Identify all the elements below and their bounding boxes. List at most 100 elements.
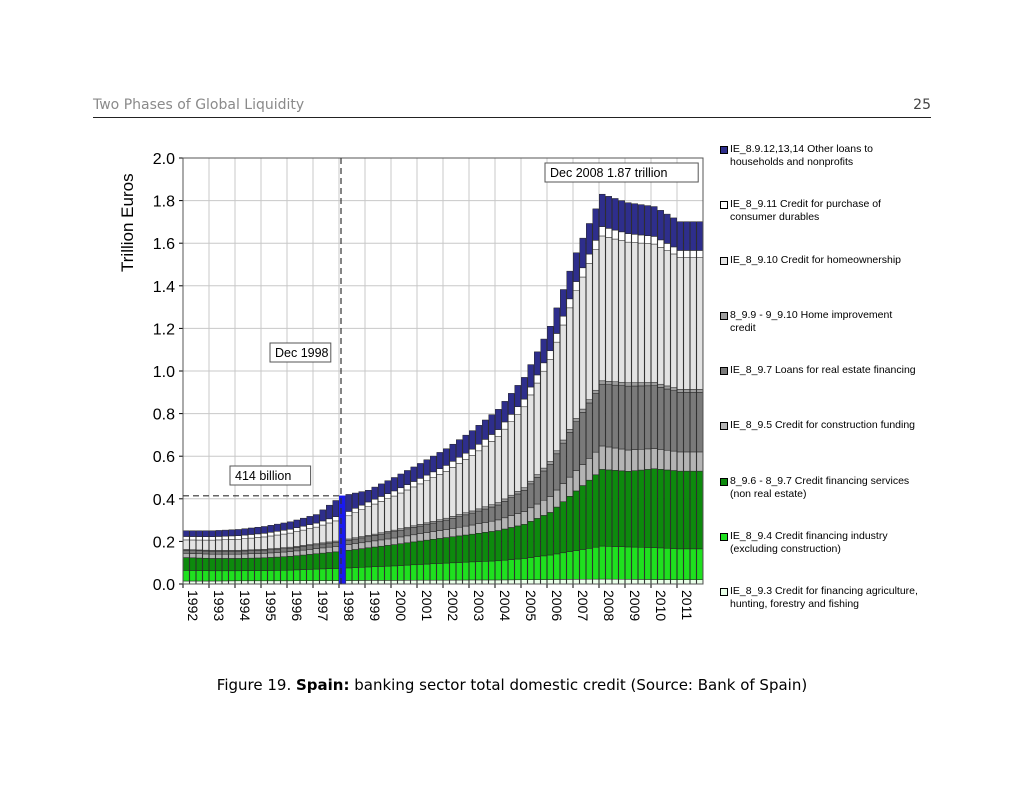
bar-segment bbox=[456, 516, 463, 528]
bar-segment bbox=[573, 490, 580, 551]
legend-label: IE_8_9.5 Credit for construction funding bbox=[730, 419, 916, 432]
bar-segment bbox=[436, 538, 443, 564]
bar-segment bbox=[248, 553, 255, 559]
bar-segment bbox=[417, 478, 424, 485]
bar-segment bbox=[560, 315, 567, 326]
bar-segment bbox=[605, 546, 612, 580]
bar-segment bbox=[501, 498, 508, 502]
bar-segment bbox=[573, 252, 580, 282]
legend-label: 8_9.6 - 8_9.7 Credit financing services … bbox=[730, 474, 910, 500]
chart-grid bbox=[182, 157, 703, 585]
bar-segment bbox=[254, 526, 261, 535]
legend-label: IE_8.9.12,13,14 Other loans to household… bbox=[730, 143, 874, 168]
bar-segment bbox=[540, 515, 547, 557]
bar-segment bbox=[612, 238, 619, 383]
x-tick-label: 2011 bbox=[679, 590, 695, 620]
bar-segment bbox=[488, 414, 495, 435]
bar-segment bbox=[657, 239, 664, 248]
bar-segment bbox=[313, 544, 320, 549]
annotation-dec-1998-box bbox=[269, 342, 332, 363]
bar-segment bbox=[664, 469, 671, 549]
bar-segment bbox=[482, 439, 489, 447]
bar-segment bbox=[241, 570, 248, 582]
bar-segment bbox=[625, 202, 632, 234]
bar-segment bbox=[599, 578, 606, 585]
bar-segment bbox=[657, 579, 664, 585]
bar-segment bbox=[690, 221, 697, 251]
bar-segment bbox=[384, 580, 391, 585]
bar-segment bbox=[189, 539, 196, 550]
bar-segment bbox=[345, 550, 352, 569]
bar-segment bbox=[423, 474, 430, 481]
bar-segment bbox=[631, 234, 638, 243]
bar-segment bbox=[657, 469, 664, 549]
bar-segment bbox=[495, 560, 502, 581]
bar-segment bbox=[573, 470, 580, 492]
bar-segment bbox=[319, 509, 326, 522]
bar-segment bbox=[547, 496, 554, 513]
bar-segment bbox=[293, 569, 300, 582]
bar-segment bbox=[384, 538, 391, 546]
bar-segment bbox=[261, 536, 268, 550]
bar-segment bbox=[690, 451, 697, 472]
bar-segment bbox=[670, 217, 677, 248]
bar-segment bbox=[404, 470, 411, 485]
legend-item: IE_8.9.12,13,14 Other loans to household… bbox=[720, 143, 920, 198]
bar-segment bbox=[332, 516, 339, 522]
x-tick-label: 1999 bbox=[367, 590, 383, 621]
bar-segment bbox=[267, 549, 274, 554]
bar-segment bbox=[657, 210, 664, 241]
bar-segment bbox=[670, 548, 677, 580]
bar-segment bbox=[547, 326, 554, 352]
bar-segment bbox=[300, 554, 307, 570]
legend-swatch bbox=[720, 146, 728, 154]
bar-segment bbox=[358, 548, 365, 568]
bar-segment bbox=[508, 527, 515, 560]
bar-segment bbox=[384, 545, 391, 567]
bar-segment bbox=[332, 500, 339, 517]
bar-segment bbox=[469, 448, 476, 456]
bar-segment bbox=[417, 579, 424, 585]
bar-segment bbox=[475, 533, 482, 562]
bar-segment bbox=[482, 506, 489, 510]
bar-segment bbox=[423, 532, 430, 541]
legend-item: 8_9.9 - 9_9.10 Home improvement credit bbox=[720, 309, 920, 364]
bar-segment bbox=[404, 489, 411, 528]
bar-segment bbox=[638, 449, 645, 471]
bar-segment bbox=[677, 470, 684, 550]
bar-segment bbox=[605, 381, 612, 385]
bar-segment bbox=[547, 512, 554, 556]
bar-segment bbox=[352, 492, 359, 509]
bar-segment bbox=[495, 519, 502, 531]
bar-segment bbox=[618, 240, 625, 383]
bar-segment bbox=[579, 464, 586, 486]
bar-segment bbox=[202, 550, 209, 555]
bar-segment bbox=[241, 528, 248, 536]
bar-segment bbox=[397, 492, 404, 529]
bar-segment bbox=[274, 570, 281, 582]
annotation-414-billion: 414 billion bbox=[229, 465, 312, 486]
bar-segment bbox=[579, 549, 586, 580]
bar-segment bbox=[287, 529, 294, 534]
bar-segment bbox=[378, 566, 385, 581]
bar-segment bbox=[183, 570, 190, 582]
bar-segment bbox=[248, 527, 255, 535]
bar-segment bbox=[397, 473, 404, 489]
bar-segment bbox=[631, 546, 638, 580]
bar-segment bbox=[605, 237, 612, 382]
bar-segment bbox=[527, 507, 534, 522]
bar-segment bbox=[254, 553, 261, 559]
bar-segment bbox=[430, 477, 437, 522]
y-tick-label: 0.8 bbox=[153, 407, 175, 424]
bar-segment bbox=[306, 569, 313, 581]
bar-segment bbox=[677, 221, 684, 251]
bar-segment bbox=[599, 469, 606, 547]
bar-segment bbox=[553, 333, 560, 343]
bar-segment bbox=[508, 497, 515, 516]
y-tick-label: 0.6 bbox=[153, 449, 175, 466]
bar-segment bbox=[651, 243, 658, 383]
bar-segment bbox=[300, 525, 307, 531]
bar-segment bbox=[462, 434, 469, 454]
bar-segment bbox=[352, 580, 359, 585]
bar-segment bbox=[222, 553, 229, 559]
